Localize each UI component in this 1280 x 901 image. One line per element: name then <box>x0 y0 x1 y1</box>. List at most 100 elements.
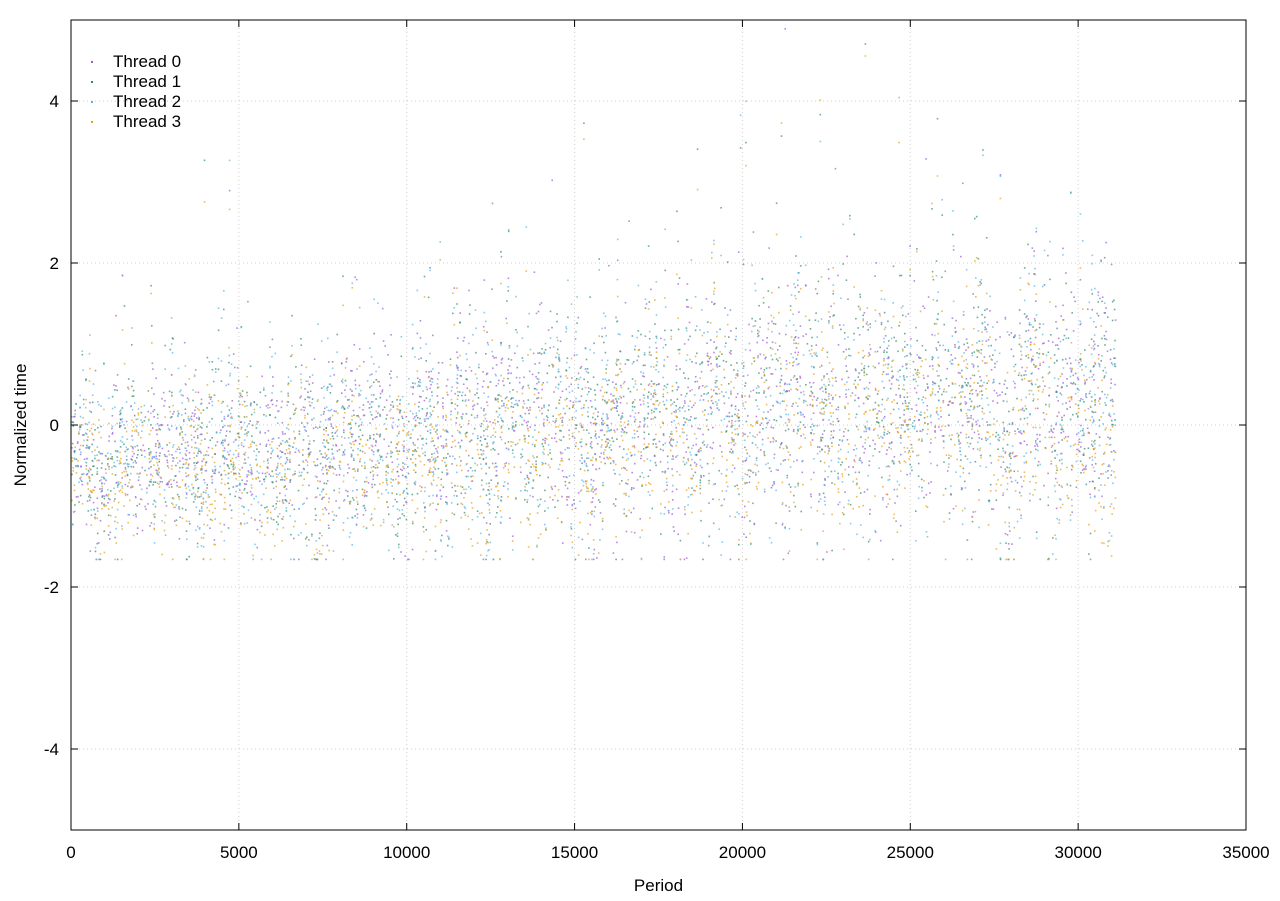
data-point <box>744 517 746 519</box>
data-point <box>735 408 737 410</box>
data-point <box>520 472 522 474</box>
data-point <box>335 500 337 502</box>
data-point <box>169 391 171 393</box>
data-point <box>756 457 758 459</box>
data-point <box>188 399 190 401</box>
data-point <box>650 366 652 368</box>
data-point <box>762 278 764 280</box>
data-point <box>109 538 111 540</box>
data-point <box>549 347 551 349</box>
data-point <box>360 450 362 452</box>
data-point <box>246 433 248 435</box>
data-point <box>299 431 301 433</box>
data-point <box>309 397 311 399</box>
data-point <box>371 484 373 486</box>
data-point <box>756 342 758 344</box>
data-point <box>347 491 349 493</box>
data-point <box>535 417 537 419</box>
data-point <box>679 407 681 409</box>
data-point <box>688 420 690 422</box>
data-point <box>373 394 375 396</box>
data-point <box>114 407 116 409</box>
data-point <box>664 229 666 231</box>
data-point <box>417 417 419 419</box>
data-point <box>198 450 200 452</box>
data-point <box>85 380 87 382</box>
data-point <box>403 447 405 449</box>
data-point <box>813 396 815 398</box>
data-point <box>260 392 262 394</box>
data-point <box>863 403 865 405</box>
data-point <box>520 457 522 459</box>
data-point <box>958 372 960 374</box>
data-point <box>1093 419 1095 421</box>
data-point <box>735 328 737 330</box>
data-point <box>523 377 525 379</box>
data-point <box>700 482 702 484</box>
data-point <box>707 392 709 394</box>
data-point <box>107 452 109 454</box>
data-point <box>855 472 857 474</box>
data-point <box>528 385 530 387</box>
data-point <box>834 470 836 472</box>
data-point <box>232 400 234 402</box>
data-point <box>321 414 323 416</box>
data-point <box>1066 385 1068 387</box>
data-point <box>323 413 325 415</box>
data-point <box>1038 357 1040 359</box>
data-point <box>973 364 975 366</box>
data-point <box>279 493 281 495</box>
data-point <box>802 460 804 462</box>
data-point <box>865 431 867 433</box>
data-point <box>869 396 871 398</box>
data-point <box>773 481 775 483</box>
data-point <box>981 279 983 281</box>
data-point <box>813 412 815 414</box>
data-point <box>429 388 431 390</box>
data-point <box>488 534 490 536</box>
data-point <box>676 382 678 384</box>
data-point <box>679 277 681 279</box>
data-point <box>336 445 338 447</box>
data-point <box>351 419 353 421</box>
data-point <box>594 516 596 518</box>
data-point <box>570 384 572 386</box>
data-point <box>755 399 757 401</box>
data-point <box>440 540 442 542</box>
data-point <box>191 494 193 496</box>
data-point <box>1091 338 1093 340</box>
data-point <box>538 379 540 381</box>
data-point <box>1036 444 1038 446</box>
data-point <box>562 391 564 393</box>
data-point <box>891 442 893 444</box>
data-point <box>244 401 246 403</box>
data-point <box>632 378 634 380</box>
data-point <box>559 399 561 401</box>
data-point <box>993 508 995 510</box>
data-point <box>165 456 167 458</box>
data-point <box>1100 484 1102 486</box>
data-point <box>999 383 1001 385</box>
data-point <box>414 356 416 358</box>
data-point <box>391 452 393 454</box>
data-point <box>450 411 452 413</box>
data-point <box>766 367 768 369</box>
data-point <box>446 474 448 476</box>
data-point <box>541 302 543 304</box>
data-point <box>552 499 554 501</box>
data-point <box>1080 430 1082 432</box>
data-point <box>80 495 82 497</box>
data-point <box>883 371 885 373</box>
data-point <box>272 450 274 452</box>
data-point <box>648 245 650 247</box>
data-point <box>94 486 96 488</box>
data-point <box>1107 470 1109 472</box>
data-point <box>841 462 843 464</box>
data-point <box>619 474 621 476</box>
data-point <box>229 409 231 411</box>
data-point <box>803 400 805 402</box>
data-point <box>989 310 991 312</box>
data-point <box>541 353 543 355</box>
data-point <box>771 321 773 323</box>
data-point <box>222 445 224 447</box>
